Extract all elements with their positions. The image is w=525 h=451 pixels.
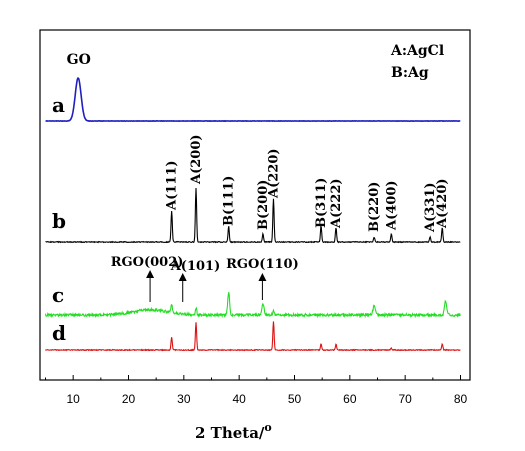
- series-a-line: [45, 77, 461, 123]
- peak-label-b: B(220): [367, 182, 382, 232]
- x-tick-label: 10: [66, 392, 80, 406]
- x-tick-label: 20: [122, 392, 136, 406]
- annotation-label-c: RGO(002): [111, 255, 184, 270]
- curve-label-d: d: [52, 321, 66, 345]
- plot-curves: [44, 77, 461, 352]
- x-axis-label-degree: o: [264, 421, 271, 434]
- x-tick-label: 30: [177, 392, 191, 406]
- x-tick-label: 60: [343, 392, 357, 406]
- x-axis-ticks: 10 20 30 40 50 60 70 80: [45, 375, 468, 406]
- x-axis-label-text: 2 Theta/: [195, 424, 265, 442]
- x-tick-label: 80: [454, 392, 468, 406]
- peak-label-b: A(200): [189, 134, 204, 185]
- x-tick-label: 50: [288, 392, 302, 406]
- curve-label-a: a: [52, 93, 65, 117]
- legend-line-1: A:AgCl: [390, 43, 444, 59]
- x-tick-label: 70: [398, 392, 412, 406]
- peak-label-b: A(222): [329, 178, 344, 229]
- peak-label-b: B(111): [222, 176, 237, 226]
- peak-label-b: A(420): [435, 178, 450, 229]
- peak-label-go: GO: [67, 52, 91, 68]
- plot-labels: a b cd GO A(111) A(200) B(111) B(200)A(220) B(31…: [52, 52, 450, 345]
- plot-frame: [39, 29, 471, 381]
- curve-label-c: c: [52, 283, 64, 307]
- peak-label-b: A(331): [423, 182, 438, 233]
- annotation-label-c: A(101): [170, 259, 221, 274]
- annotation-label-c: RGO(110): [226, 257, 299, 272]
- x-tick-label: 40: [232, 392, 246, 406]
- peak-label-b: B(200): [256, 180, 271, 230]
- peak-label-b: A(220): [266, 148, 281, 199]
- peak-label-b: B(311): [314, 178, 329, 228]
- curve-label-b: b: [52, 209, 66, 233]
- series-c-line: [44, 292, 461, 319]
- series-b-line: [45, 187, 461, 244]
- peak-label-b: A(400): [384, 180, 399, 231]
- legend-line-2: B:Ag: [391, 65, 429, 81]
- peak-label-b: A(111): [165, 160, 180, 211]
- x-axis-label: 2 Theta/o: [195, 421, 272, 442]
- series-d-line: [45, 321, 461, 352]
